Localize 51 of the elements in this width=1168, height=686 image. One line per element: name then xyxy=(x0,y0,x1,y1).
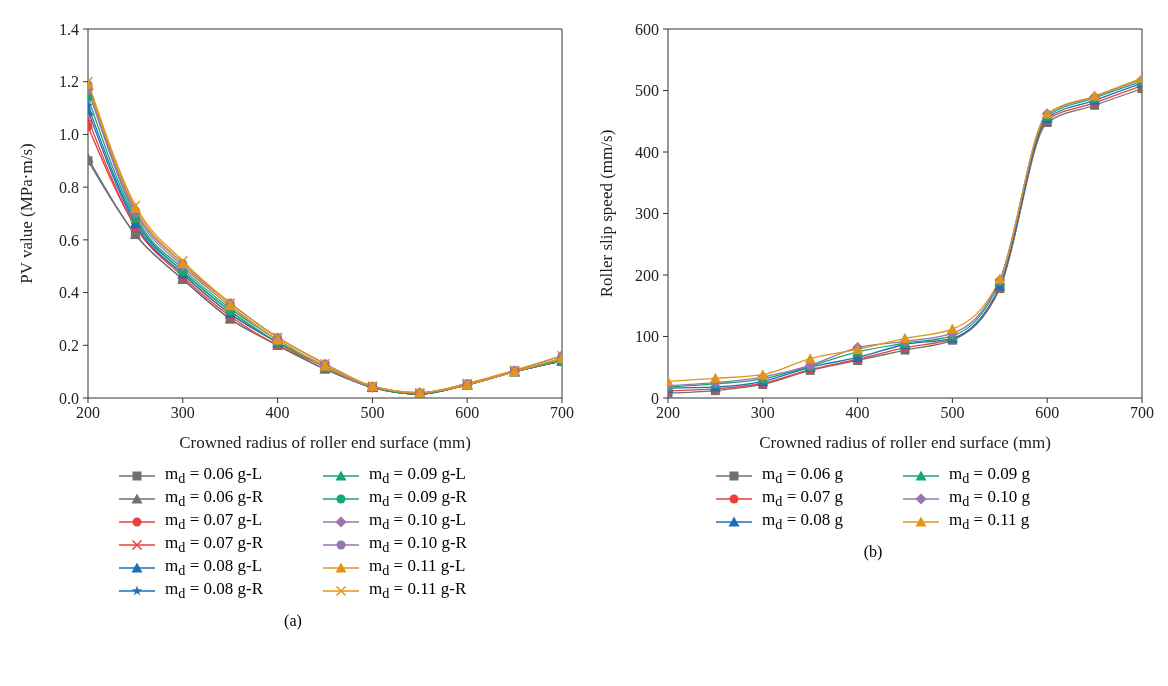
y-tick-label: 0.8 xyxy=(59,178,79,196)
legend-label: m$_{d}$ = 0.09 g-R xyxy=(369,486,467,511)
y-tick-label: 1.4 xyxy=(59,20,79,38)
x-tick-label: 500 xyxy=(940,404,965,422)
x-axis-title: Crowned radius of roller end surface (mm) xyxy=(759,433,1051,452)
legend-label: m$_{d}$ = 0.08 g-L xyxy=(165,555,263,580)
legend-label: m$_{d}$ = 0.06 g-L xyxy=(165,463,263,488)
legend-label: m$_{d}$ = 0.11 g-L xyxy=(369,555,466,580)
y-axis-title: Roller slip speed (mm/s) xyxy=(597,129,617,298)
y-tick-label: 400 xyxy=(635,143,659,161)
legend-label: m$_{d}$ = 0.06 g-R xyxy=(165,486,263,511)
text: (b) xyxy=(863,543,883,561)
legend-label: m$_{d}$ = 0.09 g-L xyxy=(369,463,466,488)
y-tick-label: 200 xyxy=(635,266,659,284)
legend-label: m$_{d}$ = 0.11 g xyxy=(949,509,1030,534)
y-tick-label: 1.0 xyxy=(59,126,79,144)
legend-label: m$_{d}$ = 0.08 g xyxy=(762,509,843,534)
x-tick-label: 300 xyxy=(170,404,195,422)
y-axis-title: PV value (MPa·m/s) xyxy=(17,143,37,284)
y-tick-label: 0.2 xyxy=(59,336,79,354)
legend-label: m$_{d}$ = 0.07 g xyxy=(762,486,843,511)
y-tick-label: 300 xyxy=(635,205,659,223)
y-tick-label: 0.4 xyxy=(59,284,79,302)
x-tick-label: 200 xyxy=(76,404,100,422)
legend-label: m$_{d}$ = 0.07 g-L xyxy=(165,509,263,534)
text: (a) xyxy=(284,612,302,630)
legend-label: m$_{d}$ = 0.10 g-L xyxy=(369,509,466,534)
x-tick-label: 400 xyxy=(845,404,870,422)
legend-label: m$_{d}$ = 0.10 g xyxy=(949,486,1030,511)
legend-label: m$_{d}$ = 0.08 g-R xyxy=(165,578,263,603)
legend-label: m$_{d}$ = 0.06 g xyxy=(762,463,843,488)
y-tick-label: 500 xyxy=(635,82,659,100)
y-tick-label: 0.6 xyxy=(59,231,79,249)
x-tick-label: 400 xyxy=(265,404,290,422)
x-tick-label: 200 xyxy=(656,404,680,422)
x-tick-label: 500 xyxy=(360,404,385,422)
x-tick-label: 700 xyxy=(550,404,574,422)
y-tick-label: 0 xyxy=(651,389,659,407)
y-tick-label: 0.0 xyxy=(59,389,79,407)
x-tick-label: 300 xyxy=(750,404,775,422)
legend-label: m$_{d}$ = 0.07 g-R xyxy=(165,532,263,557)
x-tick-label: 600 xyxy=(455,404,480,422)
legend-label: m$_{d}$ = 0.09 g xyxy=(949,463,1030,488)
legend-label: m$_{d}$ = 0.11 g-R xyxy=(369,578,467,603)
x-axis-title: Crowned radius of roller end surface (mm) xyxy=(179,433,471,452)
x-tick-label: 600 xyxy=(1035,404,1060,422)
y-tick-label: 100 xyxy=(635,328,659,346)
y-tick-label: 1.2 xyxy=(59,73,79,91)
x-tick-label: 700 xyxy=(1130,404,1154,422)
y-tick-label: 600 xyxy=(635,20,659,38)
legend-label: m$_{d}$ = 0.10 g-R xyxy=(369,532,467,557)
